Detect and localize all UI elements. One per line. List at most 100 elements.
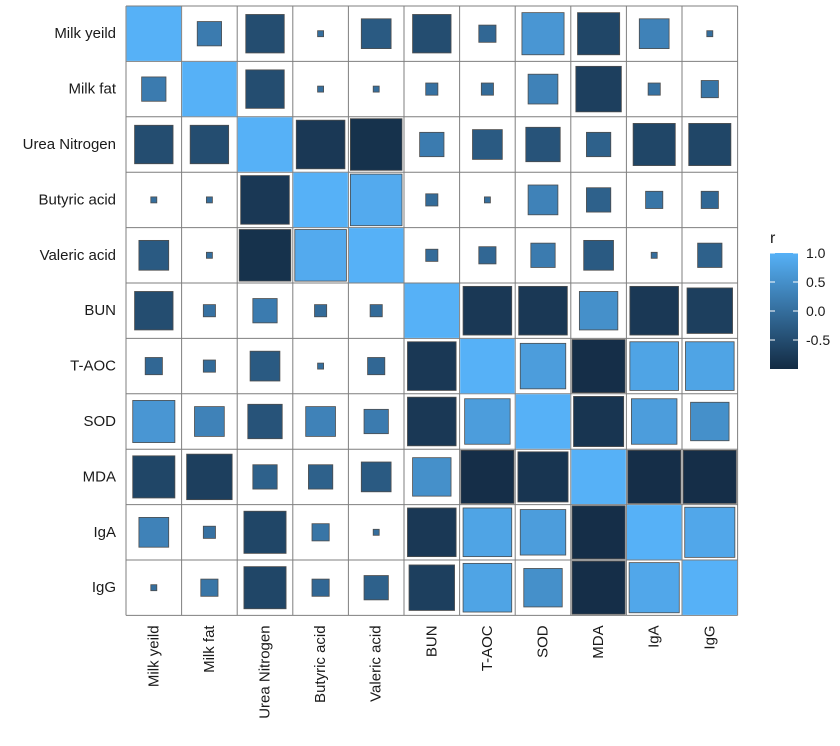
- x-tick-label: IgA: [646, 625, 663, 648]
- tile-5-1: BUN / Milk fat: r = 0.05: [202, 304, 216, 318]
- tile-0-6: Milk yeild / T-AOC: r = -0.1: [478, 24, 497, 43]
- tile-9-10: IgA / IgG: r = 0.85: [684, 506, 736, 558]
- y-tick-label: IgA: [93, 524, 116, 541]
- tile-8-9: MDA / IgA: r = -0.95: [627, 449, 682, 504]
- y-tick-label: Valeric acid: [40, 247, 116, 264]
- x-tick-label: Butyric acid: [312, 625, 329, 703]
- tile-9-7: IgA / SOD: r = 0.7: [519, 509, 567, 556]
- tile-4-0: Valeric acid / Milk yeild: r = -0.3: [138, 239, 170, 271]
- tile-1-6: Milk fat / T-AOC: r = -0.05: [480, 82, 494, 96]
- tile-10-5: IgG / BUN: r = -0.7: [408, 564, 455, 611]
- y-axis-labels: Milk yeild Milk fat Urea Nitrogen Butyric a…: [23, 25, 117, 596]
- tile-0-5: Milk yeild / BUN: r = -0.5: [412, 14, 452, 54]
- x-axis-labels: Milk yeild Milk fat Urea Nitrogen Butyric a…: [145, 625, 718, 719]
- tile-5-9: BUN / IgA: r = -0.8: [629, 285, 679, 336]
- tile-2-5: Urea Nitrogen / BUN: r = 0.2: [419, 131, 445, 158]
- tile-8-7: MDA / SOD: r = -0.85: [517, 451, 569, 503]
- tile-4-2: Valeric acid / Urea Nitrogen: r = -0.9: [238, 229, 292, 282]
- tile-6-1: T-AOC / Milk fat: r = -0.05: [202, 359, 216, 373]
- tile-7-6: SOD / T-AOC: r = 0.7: [464, 398, 511, 445]
- tile-0-3: Milk yeild / Butyric acid: r = 0: [317, 30, 325, 38]
- tile-0-10: Milk yeild / IgG: r = 0: [706, 30, 714, 38]
- tile-2-0: Urea Nitrogen / Milk yeild: r = -0.5: [134, 124, 174, 165]
- legend-tick-label: 0.5: [806, 274, 826, 290]
- tile-3-10: Butyric acid / IgG: r = -0.1: [700, 190, 719, 209]
- tile-9-9: IgA / IgA: r = 1: [627, 505, 682, 560]
- tile-5-4: BUN / Valeric acid: r = -0.05: [369, 304, 383, 318]
- tile-9-3: IgA / Butyric acid: r = 0.1: [311, 523, 330, 542]
- tile-3-3: Butyric acid / Butyric acid: r = 1: [293, 172, 348, 228]
- tile-10-0: IgG / Milk yeild: r = 0: [150, 584, 158, 592]
- legend-tick-label: 0.0: [806, 303, 826, 319]
- x-tick-label: IgG: [701, 625, 718, 649]
- tile-1-10: Milk fat / IgG: r = 0.1: [700, 80, 719, 99]
- x-tick-label: BUN: [423, 625, 440, 657]
- tile-0-8: Milk yeild / MDA: r = -0.6: [577, 12, 621, 56]
- tile-0-1: Milk yeild / Milk fat: r = 0.2: [196, 21, 222, 47]
- tile-1-1: Milk fat / Milk fat: r = 1: [182, 61, 237, 117]
- tile-7-10: SOD / IgG: r = 0.5: [690, 401, 730, 442]
- y-tick-label: T-AOC: [70, 358, 116, 375]
- tile-7-9: SOD / IgA: r = 0.7: [631, 398, 678, 445]
- tile-3-8: Butyric acid / MDA: r = -0.2: [586, 187, 612, 213]
- legend-tick-label: -0.5: [806, 332, 830, 348]
- tile-6-10: T-AOC / IgG: r = 0.8: [685, 341, 735, 391]
- tile-10-10: IgG / IgG: r = 1: [682, 560, 737, 615]
- tile-10-7: IgG / SOD: r = 0.5: [523, 568, 563, 608]
- tile-6-0: T-AOC / Milk yeild: r = -0.1: [144, 357, 163, 376]
- tile-1-9: Milk fat / IgA: r = 0.05: [647, 82, 661, 96]
- tile-10-8: IgG / MDA: r = -0.95: [571, 560, 626, 615]
- tile-5-8: BUN / MDA: r = 0.5: [578, 291, 619, 331]
- tile-4-8: Valeric acid / MDA: r = -0.3: [583, 239, 614, 271]
- tile-2-10: Urea Nitrogen / IgG: r = -0.6: [688, 123, 732, 166]
- tile-5-10: BUN / IgG: r = -0.7: [686, 287, 733, 334]
- y-tick-label: Urea Nitrogen: [23, 136, 116, 153]
- y-tick-label: Milk fat: [68, 81, 116, 98]
- y-tick-label: BUN: [84, 302, 116, 319]
- tile-8-1: MDA / Milk fat: r = -0.7: [186, 453, 233, 501]
- tile-6-9: T-AOC / IgA: r = 0.8: [629, 341, 679, 391]
- tile-2-4: Urea Nitrogen / Valeric acid: r = -0.9: [349, 118, 403, 171]
- tile-2-9: Urea Nitrogen / IgA: r = -0.6: [632, 123, 676, 166]
- tile-5-5: BUN / BUN: r = 1: [404, 283, 459, 338]
- tile-10-9: IgG / IgA: r = 0.85: [628, 562, 680, 614]
- tile-6-4: T-AOC / Valeric acid: r = -0.1: [367, 357, 386, 376]
- tile-3-4: Butyric acid / Valeric acid: r = 0.9: [349, 173, 403, 227]
- y-tick-label: IgG: [92, 579, 116, 596]
- tile-6-2: T-AOC / Urea Nitrogen: r = -0.3: [249, 350, 281, 382]
- tile-4-6: Valeric acid / T-AOC: r = -0.1: [478, 246, 497, 265]
- tile-6-6: T-AOC / T-AOC: r = 1: [460, 338, 515, 394]
- tile-3-1: Butyric acid / Milk fat: r = 0: [205, 196, 213, 204]
- tile-8-3: MDA / Butyric acid: r = -0.2: [308, 464, 334, 490]
- tile-7-1: SOD / Milk fat: r = 0.3: [194, 406, 225, 437]
- tile-9-4: IgA / Valeric acid: r = 0: [372, 528, 380, 536]
- tile-8-0: MDA / Milk yeild: r = -0.6: [132, 455, 176, 499]
- tile-1-7: Milk fat / SOD: r = 0.3: [527, 73, 559, 105]
- tile-10-6: IgG / T-AOC: r = 0.8: [462, 562, 513, 613]
- x-tick-label: MDA: [590, 625, 607, 658]
- tile-2-2: Urea Nitrogen / Urea Nitrogen: r = 1: [237, 117, 293, 172]
- tile-4-1: Valeric acid / Milk fat: r = 0: [205, 251, 213, 259]
- y-tick-label: SOD: [83, 413, 116, 430]
- tile-3-6: Butyric acid / T-AOC: r = 0: [483, 196, 491, 204]
- tile-0-7: Milk yeild / SOD: r = 0.6: [521, 12, 565, 56]
- tile-4-10: Valeric acid / IgG: r = -0.2: [697, 242, 723, 268]
- tile-5-7: BUN / SOD: r = -0.8: [518, 285, 568, 336]
- y-tick-label: Milk yeild: [54, 25, 116, 42]
- tile-2-3: Urea Nitrogen / Butyric acid: r = -0.8: [295, 119, 346, 170]
- tile-2-6: Urea Nitrogen / T-AOC: r = -0.3: [472, 129, 503, 160]
- tile-5-3: BUN / Butyric acid: r = -0.05: [314, 304, 328, 318]
- x-tick-label: Valeric acid: [368, 625, 385, 701]
- x-tick-label: Milk fat: [201, 625, 218, 673]
- tile-3-7: Butyric acid / SOD: r = 0.3: [527, 184, 559, 216]
- tile-4-9: Valeric acid / IgA: r = 0: [650, 251, 658, 259]
- tile-9-5: IgA / BUN: r = -0.8: [407, 507, 457, 558]
- tile-0-4: Milk yeild / Valeric acid: r = -0.3: [360, 18, 392, 49]
- tile-4-5: Valeric acid / BUN: r = -0.05: [425, 248, 439, 262]
- x-tick-label: T-AOC: [479, 625, 496, 671]
- tile-9-0: IgA / Milk yeild: r = 0.3: [138, 517, 170, 548]
- tile-1-2: Milk fat / Urea Nitrogen: r = -0.5: [245, 69, 285, 109]
- tile-7-7: SOD / SOD: r = 1: [515, 394, 571, 449]
- tile-6-7: T-AOC / SOD: r = 0.7: [519, 342, 567, 390]
- tile-5-0: BUN / Milk yeild: r = -0.5: [134, 291, 174, 331]
